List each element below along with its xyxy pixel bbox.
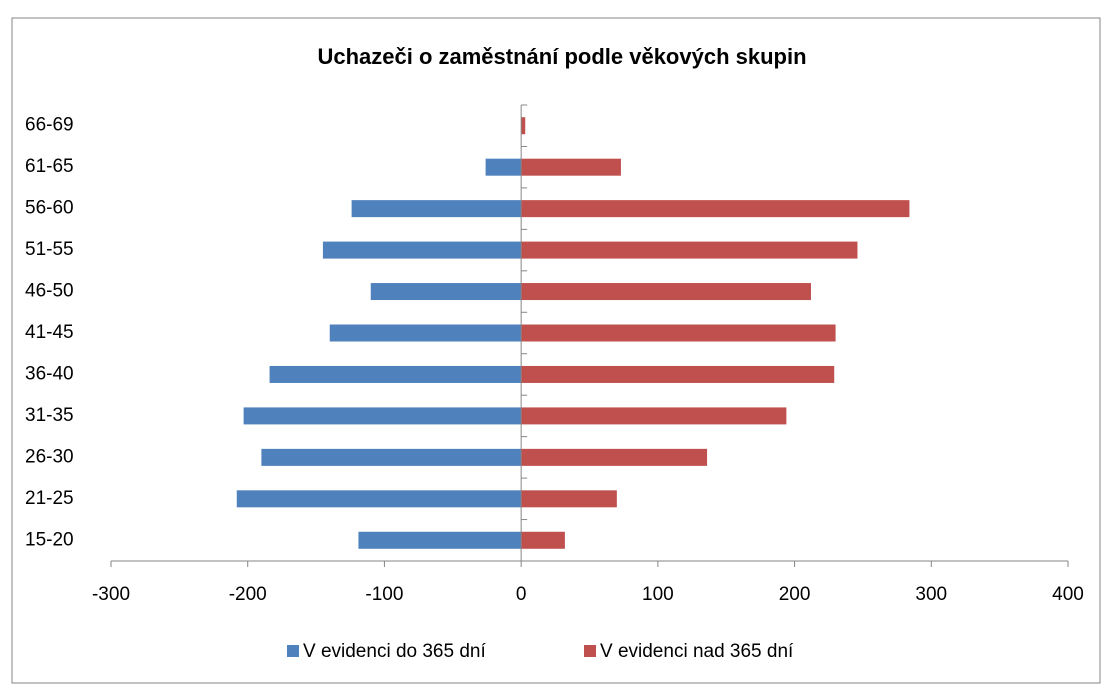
y-tick-label: 46-50 [25,281,74,302]
chart-title: Uchazeči o zaměstnání podle věkových sku… [317,44,806,69]
bar [521,241,858,259]
bar [521,200,910,218]
bar [521,407,787,425]
x-tick-label: -300 [92,584,130,605]
legend-swatch [287,645,299,657]
chart-frame [11,17,1101,684]
bar [322,241,522,259]
bar [521,283,811,301]
y-tick-label: 51-55 [25,239,74,260]
bar [521,324,836,342]
y-tick-label: 36-40 [25,363,74,384]
y-tick-label: 61-65 [25,156,74,177]
x-tick-label: 200 [779,584,811,605]
legend-label: V evidenci do 365 dní [303,641,486,662]
x-tick-label: 100 [642,584,674,605]
bar [329,324,522,342]
bar [521,117,526,135]
bar [521,448,708,466]
y-tick-label: 56-60 [25,198,74,219]
y-tick-label: 21-25 [25,488,74,509]
bar [370,283,522,301]
bar [521,531,565,549]
y-tick-label: 31-35 [25,405,74,426]
y-tick-label: 15-20 [25,529,74,550]
x-tick-label: 400 [1052,584,1084,605]
bar [351,200,522,218]
x-tick-label: -200 [229,584,267,605]
x-tick-label: 0 [516,584,527,605]
y-tick-label: 26-30 [25,446,74,467]
bar [236,490,522,508]
bar [521,365,835,383]
bar [269,365,522,383]
bar [243,407,522,425]
legend-label: V evidenci nad 365 dní [600,641,794,662]
y-tick-label: 66-69 [25,115,74,136]
bar [521,490,617,508]
y-tick-label: 41-45 [25,322,74,343]
bar [485,158,522,176]
legend-swatch [584,645,596,657]
bar [261,448,522,466]
bar [358,531,522,549]
bar [521,158,621,176]
x-tick-label: 300 [915,584,947,605]
x-tick-label: -100 [365,584,403,605]
